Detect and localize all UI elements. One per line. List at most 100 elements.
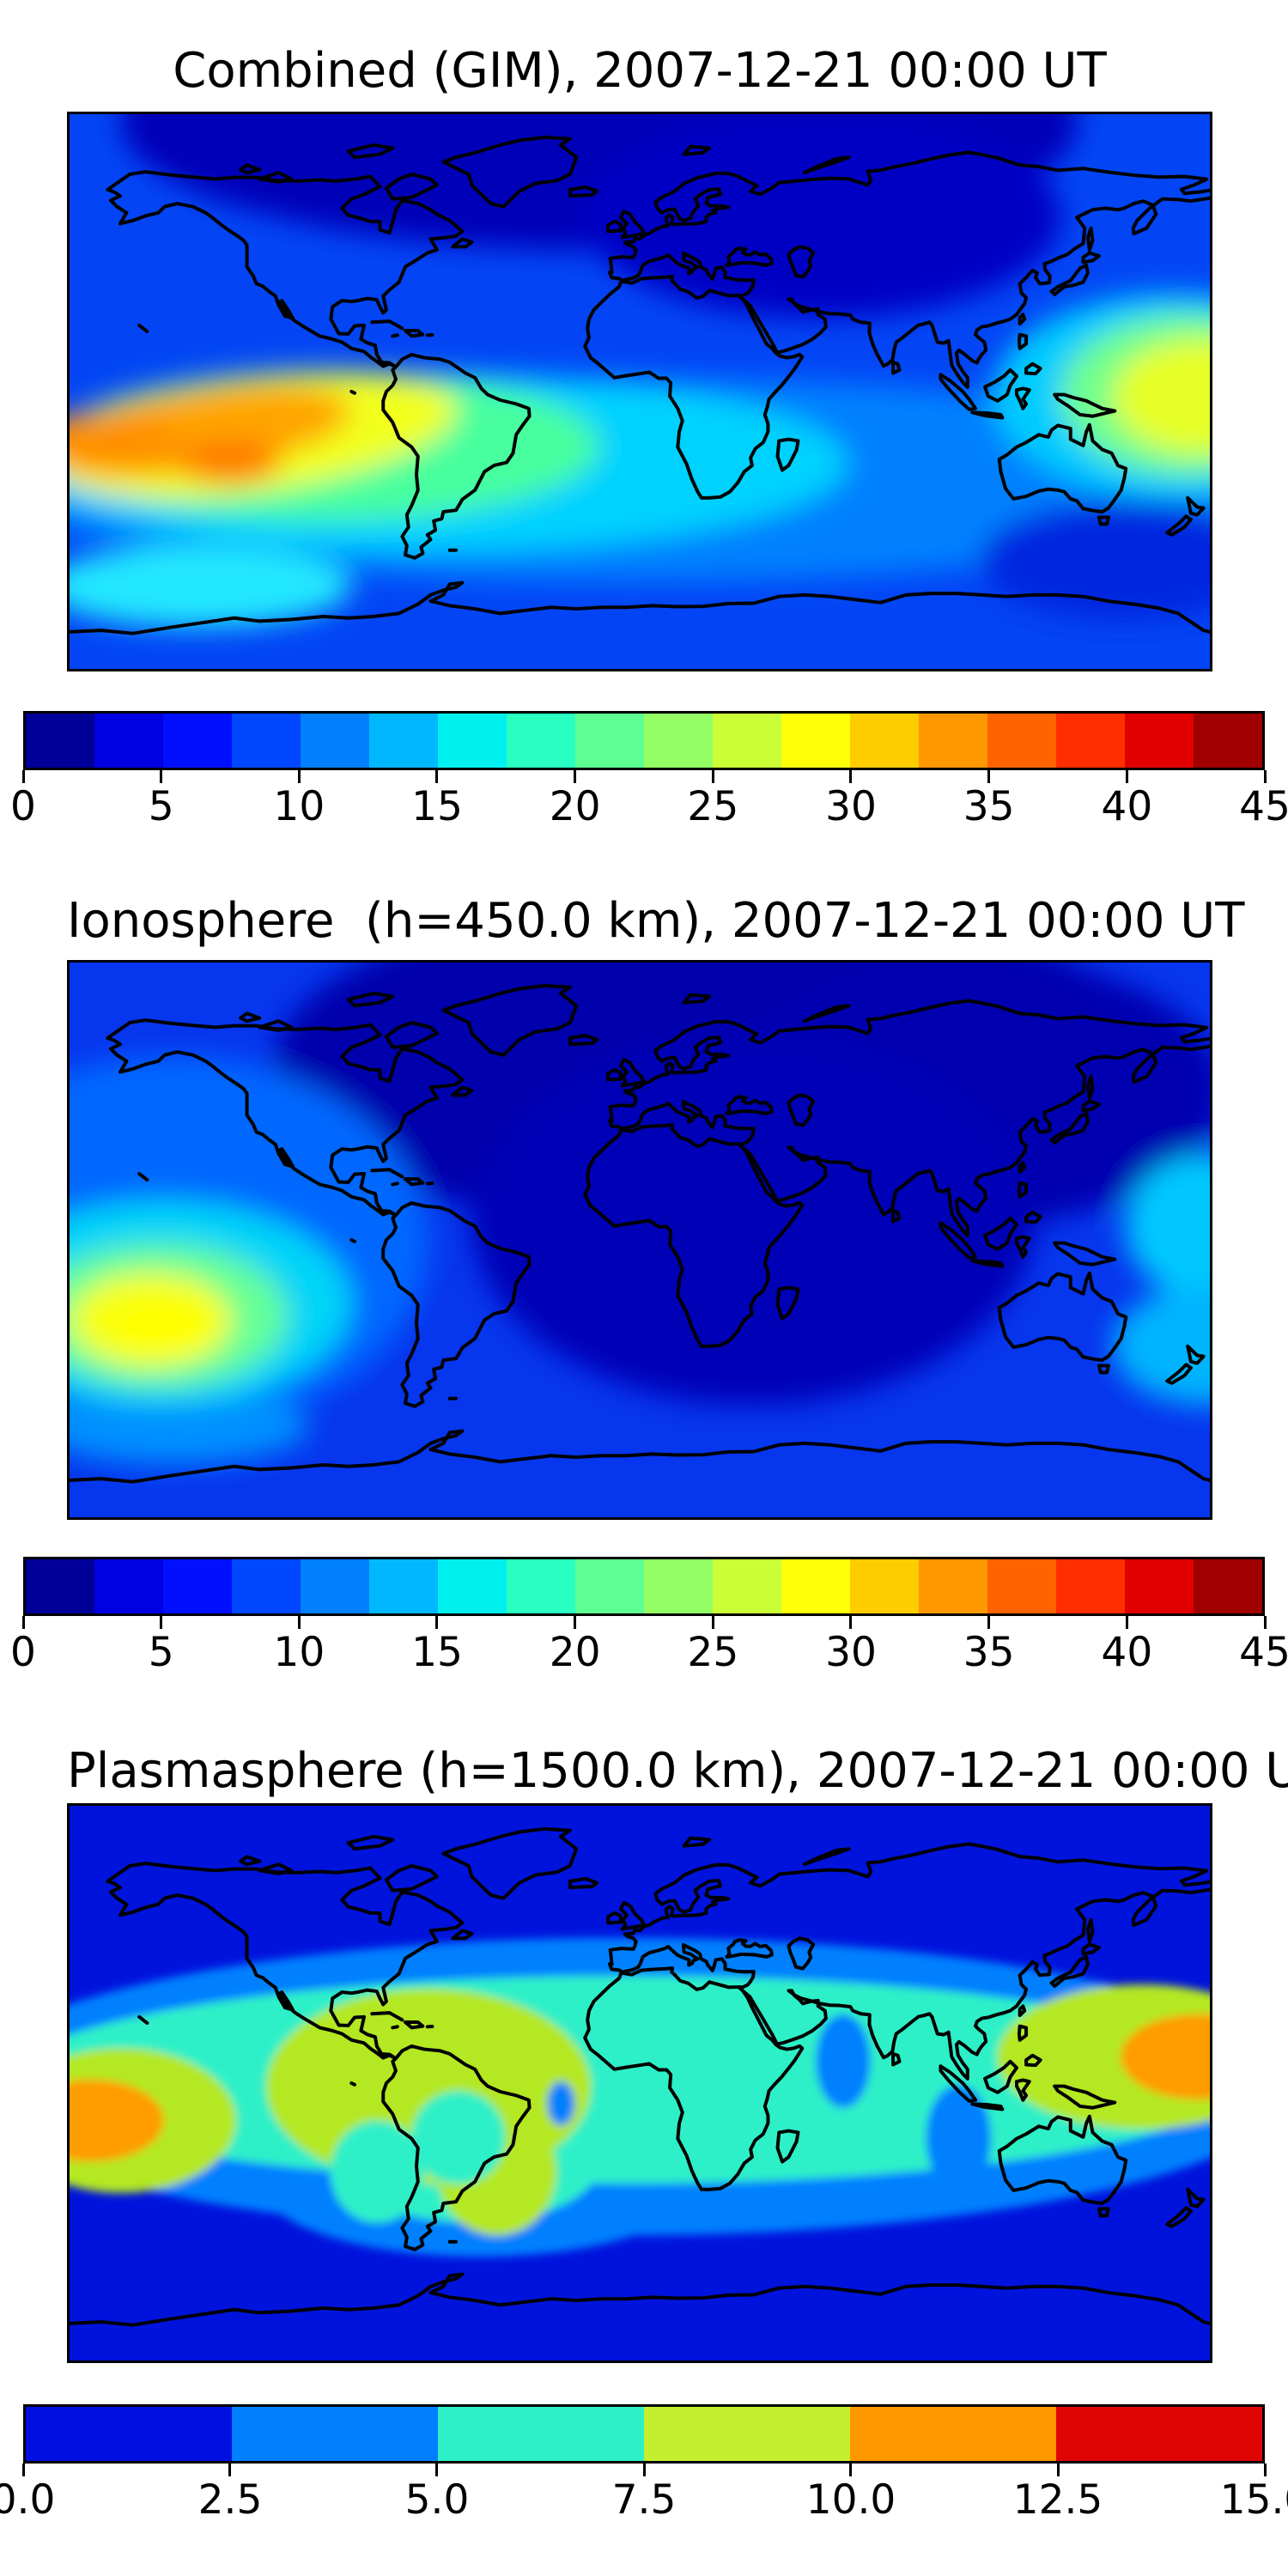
panel3-map [67, 1803, 1212, 2363]
colorbar-segment [987, 714, 1056, 768]
colorbar-segment [1125, 1559, 1194, 1613]
colorbar-segment [301, 714, 369, 768]
colorbar-tick-label: 0 [10, 1629, 36, 1676]
colorbar-tick-label: 25 [687, 783, 739, 830]
colorbar-segment [232, 714, 301, 768]
colorbar-tick-label: 20 [549, 783, 601, 830]
colorbar-segment [369, 714, 438, 768]
colorbar-tick-label: 0 [10, 783, 36, 830]
colorbar-tick-label: 10.0 [805, 2476, 896, 2524]
colorbar-tick-mark [435, 2464, 439, 2476]
colorbar-segment [850, 2407, 1056, 2461]
colorbar-segment [94, 1559, 163, 1613]
colorbar-segment [438, 1559, 507, 1613]
colorbar-segment [1056, 2407, 1262, 2461]
panel2-contour-map [70, 963, 1210, 1517]
panel2-contour-field [70, 963, 1210, 1465]
colorbar-tick-label: 5.0 [404, 2476, 470, 2524]
colorbar-tick-mark [21, 1616, 25, 1629]
panel1-colorbar-labels: 0 5 10 15 20 25 30 35 40 45 [10, 783, 1288, 838]
colorbar-segment [644, 2407, 850, 2461]
colorbar-tick-label: 35 [963, 1629, 1015, 1676]
colorbar-tick-mark [297, 770, 301, 783]
colorbar-tick-mark [1056, 2464, 1060, 2476]
colorbar-segment [301, 1559, 369, 1613]
colorbar-segment [1125, 714, 1194, 768]
colorbar-tick-mark [574, 1616, 577, 1629]
colorbar-segment [438, 2407, 644, 2461]
panel1-map [67, 112, 1212, 671]
colorbar-tick-mark [228, 2464, 232, 2476]
colorbar-tick-label: 0.0 [0, 2476, 56, 2524]
colorbar-tick-mark [297, 1616, 301, 1629]
colorbar-segment [369, 1559, 438, 1613]
panel1-coastlines [70, 135, 1210, 635]
colorbar-tick-label: 12.5 [1012, 2476, 1103, 2524]
colorbar-tick-label: 10 [273, 1629, 325, 1676]
colorbar-segment [781, 1559, 850, 1613]
colorbar-tick-mark [574, 770, 577, 783]
colorbar-tick-mark [21, 770, 25, 783]
panel2-colorbar [23, 1557, 1265, 1616]
colorbar-segment [232, 2407, 438, 2461]
panel3-colorbar [23, 2404, 1265, 2464]
colorbar-segment [644, 1559, 713, 1613]
colorbar-tick-label: 45 [1239, 1629, 1288, 1676]
colorbar-tick-label: 10 [273, 783, 325, 830]
colorbar-tick-mark [1125, 1616, 1128, 1629]
colorbar-tick-mark [160, 770, 163, 783]
colorbar-segment [26, 714, 94, 768]
colorbar-tick-mark [160, 1616, 163, 1629]
colorbar-segment [163, 1559, 232, 1613]
colorbar-tick-label: 35 [963, 783, 1015, 830]
colorbar-segment [26, 2407, 232, 2461]
panel2-colorbar-ticks [21, 1616, 1267, 1630]
panel1-contour-field [70, 114, 1210, 628]
colorbar-tick-mark [849, 2464, 853, 2476]
panel3-colorbar-labels: 0.0 2.5 5.0 7.5 10.0 12.5 15.0 [0, 2476, 1288, 2531]
colorbar-segment [507, 714, 575, 768]
colorbar-segment [575, 714, 644, 768]
colorbar-tick-mark [987, 1616, 991, 1629]
colorbar-tick-mark [711, 1616, 714, 1629]
panel2-colorbar-labels: 0 5 10 15 20 25 30 35 40 45 [10, 1629, 1288, 1684]
colorbar-tick-label: 5 [148, 1629, 174, 1676]
panel2-map [67, 960, 1212, 1520]
colorbar-tick-mark [711, 770, 714, 783]
colorbar-tick-label: 30 [825, 1629, 877, 1676]
colorbar-tick-mark [1263, 2464, 1267, 2476]
panel1-contour-map [70, 114, 1210, 669]
colorbar-segment [987, 1559, 1056, 1613]
panel2-title: Ionosphere (h=450.0 km), 2007-12-21 00:0… [67, 893, 1245, 949]
colorbar-segment [163, 714, 232, 768]
colorbar-tick-mark [849, 770, 853, 783]
colorbar-segment [713, 714, 781, 768]
colorbar-tick-label: 2.5 [197, 2476, 263, 2524]
colorbar-segment [713, 1559, 781, 1613]
colorbar-tick-label: 7.5 [611, 2476, 677, 2524]
colorbar-tick-label: 15 [411, 1629, 463, 1676]
panel1-title: Combined (GIM), 2007-12-21 00:00 UT [173, 43, 1107, 99]
panel1-colorbar [23, 711, 1265, 770]
panel1-colorbar-ticks [21, 770, 1267, 784]
colorbar-segment [1056, 714, 1125, 768]
colorbar-tick-mark [435, 1616, 439, 1629]
colorbar-tick-label: 45 [1239, 783, 1288, 830]
panel3-contour-field [70, 1937, 1210, 2257]
panel3-coastlines [70, 1826, 1210, 2327]
colorbar-segment [575, 1559, 644, 1613]
panel3-colorbar-ticks [21, 2464, 1267, 2477]
colorbar-segment [644, 714, 713, 768]
colorbar-segment [781, 714, 850, 768]
colorbar-segment [1194, 1559, 1262, 1613]
panel3-contour-map [70, 1806, 1210, 2360]
colorbar-segment [94, 714, 163, 768]
colorbar-tick-mark [987, 770, 991, 783]
colorbar-tick-mark [435, 770, 439, 783]
colorbar-segment [507, 1559, 575, 1613]
colorbar-segment [232, 1559, 301, 1613]
panel3-title: Plasmasphere (h=1500.0 km), 2007-12-21 0… [67, 1743, 1288, 1799]
colorbar-tick-mark [642, 2464, 646, 2476]
colorbar-segment [919, 714, 987, 768]
colorbar-tick-label: 30 [825, 783, 877, 830]
